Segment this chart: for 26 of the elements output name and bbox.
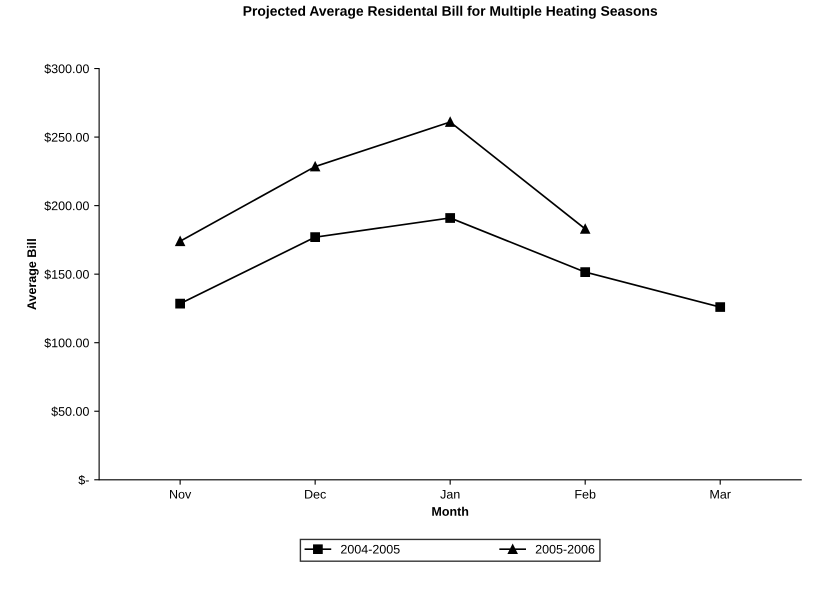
x-tick-label: Feb — [575, 490, 596, 499]
point — [175, 236, 185, 246]
point — [310, 162, 320, 172]
point — [445, 213, 456, 223]
y-axis-title: Average Bill — [26, 239, 39, 310]
x-tick-label: Jan — [440, 490, 460, 499]
x-tick-label: Nov — [170, 490, 192, 499]
y-tick-label: $150.00 — [44, 269, 89, 280]
x-axis-title: Month — [432, 506, 468, 516]
point — [715, 302, 726, 312]
point — [445, 117, 456, 127]
y-tick-label: $250.00 — [44, 132, 89, 142]
y-tick-label: $- — [78, 475, 89, 486]
y-tick-label: $300.00 — [44, 64, 89, 74]
point — [310, 232, 320, 242]
y-tick-label: $50.00 — [51, 406, 89, 417]
point — [580, 267, 590, 277]
legend-label: 2005-2006 — [536, 544, 594, 554]
x-tick-label: Dec — [305, 490, 326, 499]
legend-label: 2004-2005 — [341, 544, 400, 554]
chart-title: Projected Average Residental Bill for Multiple Heating Seasons — [244, 6, 658, 19]
y-tick-label: $100.00 — [44, 338, 89, 348]
point — [580, 224, 590, 234]
y-tick-label: $200.00 — [44, 200, 89, 212]
point — [175, 298, 185, 308]
x-tick-label: Mar — [710, 490, 731, 499]
